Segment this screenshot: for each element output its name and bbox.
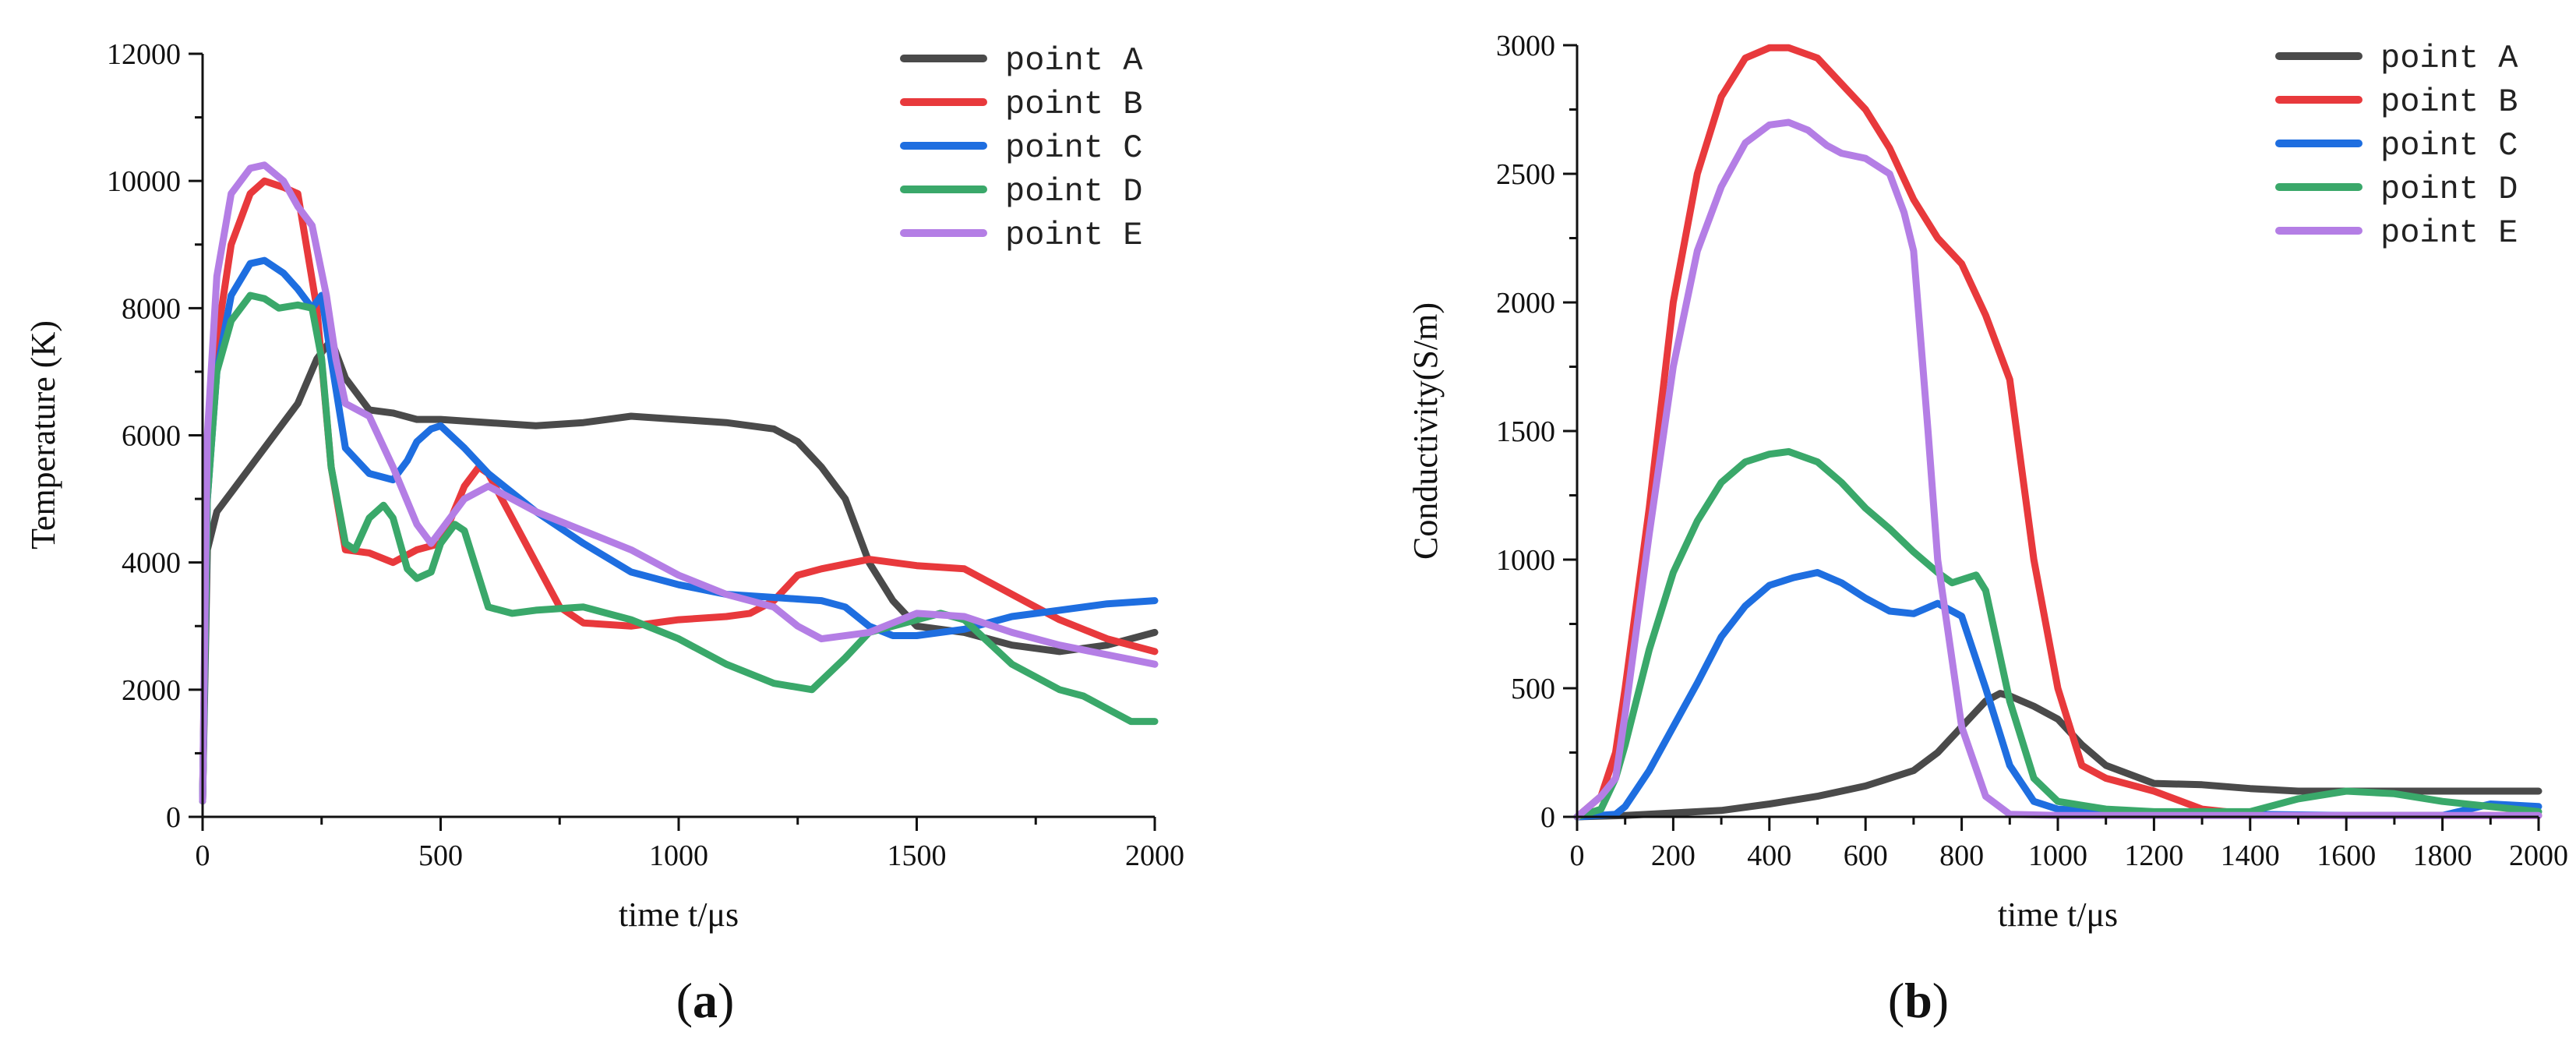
- conductivity-x-tick-label: 200: [1651, 839, 1696, 872]
- temperature-y-tick-label: 10000: [107, 165, 181, 198]
- temperature-y-tick-label: 6000: [122, 420, 181, 453]
- conductivity-legend-label-point-a: point A: [2380, 40, 2518, 77]
- temperature-y-tick-label: 2000: [122, 674, 181, 707]
- conductivity-x-tick-label: 1800: [2413, 839, 2472, 872]
- temperature-x-tick-label: 1000: [649, 839, 708, 872]
- temperature-series-group: [199, 161, 1159, 805]
- temperature-x-tick-label: 2000: [1125, 839, 1184, 872]
- temperature-legend-label-point-a: point A: [1005, 42, 1143, 80]
- temperature-y-tick-label: 0: [166, 801, 181, 834]
- panel-label-b: (b): [1888, 973, 1949, 1028]
- temperature-legend-label-point-e: point E: [1005, 217, 1142, 254]
- conductivity-legend-label-point-b: point B: [2380, 83, 2518, 121]
- conductivity-y-tick-label: 500: [1511, 673, 1555, 705]
- conductivity-y-ticks: 0 500 1000 1500 2000 2500 3000: [1496, 30, 1577, 834]
- conductivity-series-group: [1573, 44, 2542, 821]
- conductivity-x-tick-label: 800: [1939, 839, 1984, 872]
- temperature-x-tick-label: 0: [196, 839, 210, 872]
- temperature-x-axis-title: time t/μs: [619, 896, 739, 934]
- conductivity-x-axis-title: time t/μs: [1998, 896, 2118, 934]
- temperature-y-tick-label: 12000: [107, 38, 181, 71]
- conductivity-y-tick-label: 1000: [1496, 544, 1555, 577]
- conductivity-x-tick-label: 1200: [2124, 839, 2183, 872]
- conductivity-x-tick-label: 400: [1747, 839, 1791, 872]
- temperature-y-ticks: 0 2000 4000 6000 8000 10000 12000: [107, 38, 203, 834]
- temperature-x-tick-label: 1500: [887, 839, 947, 872]
- temperature-y-axis-title: Temperature (K): [24, 320, 62, 550]
- temperature-series-line-point-a: [199, 336, 1159, 805]
- conductivity-series-line-point-e: [1573, 118, 2542, 821]
- conductivity-series-line-point-d: [1573, 447, 2542, 821]
- conductivity-legend-label-point-d: point D: [2380, 171, 2518, 208]
- temperature-x-ticks: 0 500 1000 1500 2000: [196, 817, 1184, 872]
- temperature-series-line-point-e: [199, 161, 1159, 805]
- temperature-chart: 0 500 1000 1500 2000 0 2000 4000 6000 8000 10000 1…: [24, 38, 1184, 1028]
- conductivity-x-tick-label: 1600: [2317, 839, 2376, 872]
- conductivity-y-tick-label: 0: [1540, 801, 1555, 834]
- temperature-y-tick-label: 8000: [122, 292, 181, 325]
- temperature-legend-label-point-d: point D: [1005, 173, 1142, 210]
- conductivity-y-tick-label: 1500: [1496, 415, 1555, 448]
- temperature-series-line-point-c: [199, 256, 1159, 805]
- conductivity-y-axis-title: Conductivity(S/m): [1406, 302, 1445, 560]
- conductivity-x-tick-label: 2000: [2509, 839, 2568, 872]
- conductivity-chart: 0 200 400 600 800 1000 1200 1400 1600 1800 2000 0 5…: [1406, 30, 2568, 1028]
- temperature-legend-label-point-b: point B: [1005, 86, 1142, 123]
- temperature-x-tick-label: 500: [418, 839, 463, 872]
- conductivity-x-tick-label: 600: [1844, 839, 1888, 872]
- temperature-y-tick-label: 4000: [122, 547, 181, 580]
- conductivity-legend: point A point B point C point D point E: [2275, 40, 2518, 252]
- conductivity-x-tick-label: 1400: [2221, 839, 2280, 872]
- conductivity-y-tick-label: 2000: [1496, 287, 1555, 320]
- conductivity-x-tick-label: 0: [1570, 839, 1585, 872]
- conductivity-legend-label-point-c: point C: [2380, 127, 2518, 164]
- conductivity-y-tick-label: 3000: [1496, 30, 1555, 62]
- temperature-legend-label-point-c: point C: [1005, 129, 1142, 167]
- conductivity-x-tick-label: 1000: [2028, 839, 2087, 872]
- panel-label-a: (a): [676, 973, 735, 1028]
- conductivity-x-ticks: 0 200 400 600 800 1000 1200 1400 1600 1800 2000: [1570, 817, 2568, 872]
- conductivity-y-tick-label: 2500: [1496, 158, 1555, 191]
- temperature-series-line-point-b: [199, 177, 1159, 805]
- temperature-legend: point A point B point C point D point E: [900, 42, 1143, 254]
- conductivity-legend-label-point-e: point E: [2380, 214, 2518, 252]
